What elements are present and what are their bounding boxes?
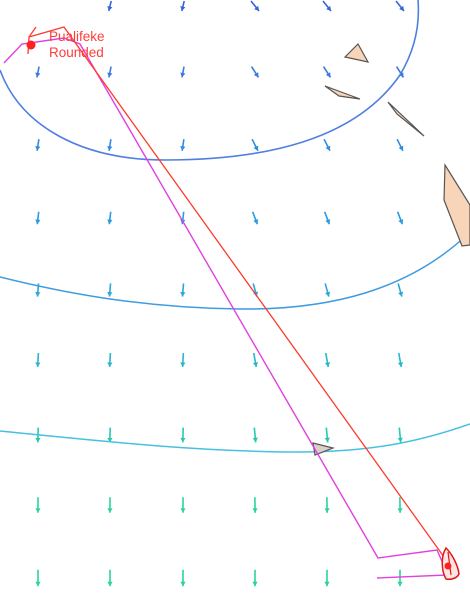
wind-arrow-icon [252,497,258,513]
wind-arrow-icon [107,66,113,78]
wind-arrow-icon [250,0,260,12]
wind-arrow-icon [251,211,259,225]
wind-arrow-icon [251,138,259,152]
sailboat-icon[interactable] [441,546,460,580]
wind-arrow-icon [180,139,186,151]
island-1 [343,43,370,63]
island-4 [443,162,470,247]
isobar-lower [0,423,470,453]
wind-arrow-icon [397,569,403,587]
wind-field [35,0,405,587]
wind-arrow-icon [180,352,186,368]
wind-arrow-icon [35,569,41,587]
wind-arrow-icon [324,497,330,513]
route-tick [28,26,37,38]
wind-arrow-icon [180,427,186,443]
wind-arrow-icon [180,0,186,12]
wind-arrow-icon [180,66,186,78]
wind-arrow-icon [107,427,113,443]
wind-arrow-icon [396,138,404,152]
boat-track [3,37,450,579]
wind-arrow-icon [35,66,41,78]
isobars [0,0,470,453]
wind-arrow-icon [397,497,403,513]
wind-arrow-icon [107,211,113,225]
wind-arrow-icon [180,283,186,297]
wind-arrow-icon [396,211,404,225]
wind-arrow-icon [107,569,113,587]
wind-arrow-icon [397,283,404,297]
waypoint-marker-icon[interactable] [26,40,36,50]
wind-arrow-icon [107,283,113,297]
wind-arrow-icon [397,352,404,368]
isobar-upper [0,0,420,161]
wind-arrow-icon [324,352,331,368]
wind-arrow-icon [252,427,258,443]
wind-arrow-icon [324,427,330,443]
wind-arrow-icon [107,497,113,513]
track-line [3,37,450,579]
wind-arrow-icon [322,66,332,78]
wind-arrow-icon [324,569,330,587]
wind-arrow-icon [35,352,41,368]
wind-arrow-icon [107,139,113,151]
waypoint-status: Rounded [49,45,104,60]
wind-arrow-icon [252,569,258,587]
wind-arrow-icon [395,66,405,78]
wind-arrow-icon [35,211,41,225]
wind-arrow-icon [322,0,332,12]
wind-arrow-icon [324,283,331,297]
waypoint-name: Pualifeke [49,29,105,44]
wind-arrow-icon [107,0,113,12]
waypoint-label[interactable]: Pualifeke Rounded [49,29,105,61]
wind-arrow-icon [107,352,113,368]
wind-arrow-icon [323,211,331,225]
wind-arrow-icon [35,497,41,513]
islands [312,43,470,456]
wind-arrow-icon [395,0,405,12]
wind-arrow-icon [323,138,331,152]
isobar-middle [0,231,470,310]
wind-arrow-icon [35,139,41,151]
island-2 [324,85,361,100]
island-3 [387,101,425,137]
wind-arrow-icon [397,427,403,443]
wind-arrow-icon [180,497,186,513]
wind-arrow-icon [250,66,260,78]
island-5 [312,442,335,456]
wind-arrow-icon [180,569,186,587]
wind-arrow-icon [252,352,259,368]
